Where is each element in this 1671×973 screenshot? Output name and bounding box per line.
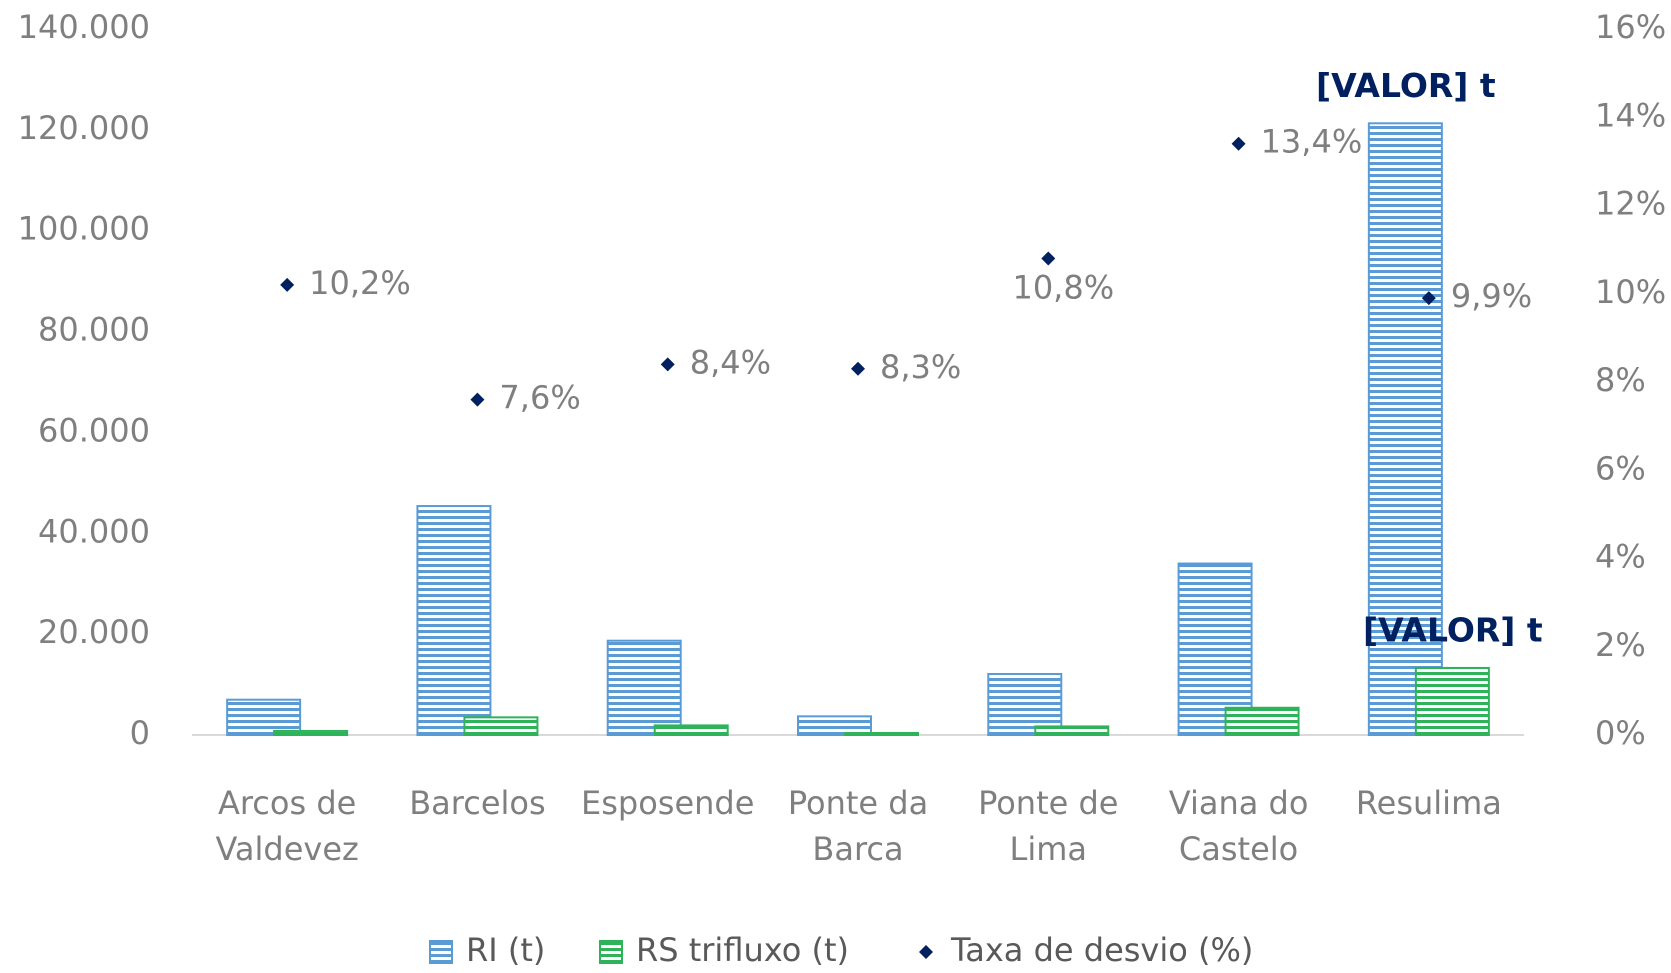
y-tick-label: 40.000 — [38, 512, 150, 550]
data-label: 7,6% — [499, 379, 580, 417]
y2-tick-label: 8% — [1595, 361, 1646, 399]
data-label: 13,4% — [1261, 123, 1363, 161]
y2-tick-label: 14% — [1595, 96, 1666, 134]
legend-swatch — [599, 940, 623, 964]
annotation: [VALOR] t — [1316, 66, 1496, 105]
bar — [653, 724, 729, 737]
marker — [1041, 251, 1056, 266]
y2-tick-label: 4% — [1595, 538, 1646, 576]
y-tick-label: 0 — [130, 714, 150, 752]
legend-swatch — [429, 940, 453, 964]
annotation: [VALOR] t — [1363, 610, 1543, 649]
y-tick-label: 80.000 — [38, 311, 150, 349]
data-label: 10,2% — [309, 264, 411, 302]
data-label: 8,3% — [880, 348, 961, 386]
bar — [1367, 122, 1443, 736]
y2-tick-label: 10% — [1595, 273, 1666, 311]
legend-label: RS trifluxo (t) — [636, 931, 849, 969]
y2-tick-label: 2% — [1595, 626, 1646, 664]
bar — [606, 639, 682, 736]
y2-tick-label: 16% — [1595, 8, 1666, 46]
bar — [1224, 706, 1300, 736]
bar — [1034, 725, 1110, 736]
x-tick-label: Arcos de Valdevez — [215, 784, 358, 868]
bar — [226, 698, 302, 737]
bar — [273, 729, 349, 736]
data-label: 9,9% — [1451, 277, 1532, 315]
marker — [470, 392, 485, 407]
legend-swatch — [919, 945, 933, 959]
y2-tick-label: 12% — [1595, 185, 1666, 223]
legend-label: RI (t) — [466, 931, 545, 969]
data-label: 10,8% — [1012, 268, 1114, 306]
x-tick-label: Viana do Castelo — [1169, 784, 1309, 868]
bar — [797, 715, 872, 737]
y2-tick-label: 0% — [1595, 714, 1646, 752]
bar — [416, 505, 492, 736]
marker — [660, 357, 675, 372]
y2-tick-label: 6% — [1595, 449, 1646, 487]
x-tick-label: Ponte de Lima — [978, 784, 1118, 868]
bar — [844, 731, 919, 736]
marker — [1231, 136, 1246, 151]
y-tick-label: 120.000 — [18, 109, 150, 147]
marker — [1421, 291, 1436, 306]
marker — [280, 277, 295, 292]
bar — [987, 672, 1063, 737]
bar — [1414, 666, 1490, 736]
legend-label: Taxa de desvio (%) — [950, 931, 1253, 969]
y-tick-label: 100.000 — [18, 210, 150, 248]
y-tick-label: 60.000 — [38, 411, 150, 449]
y-tick-label: 140.000 — [18, 8, 150, 46]
x-tick-label: Barcelos — [409, 784, 545, 822]
x-tick-label: Resulima — [1356, 784, 1502, 822]
x-tick-label: Esposende — [581, 784, 754, 822]
y-tick-label: 20.000 — [38, 613, 150, 651]
x-tick-label: Ponte da Barca — [788, 784, 928, 868]
marker — [851, 361, 865, 376]
bar — [463, 716, 539, 736]
data-label: 8,4% — [690, 343, 771, 381]
bar — [1177, 562, 1253, 736]
